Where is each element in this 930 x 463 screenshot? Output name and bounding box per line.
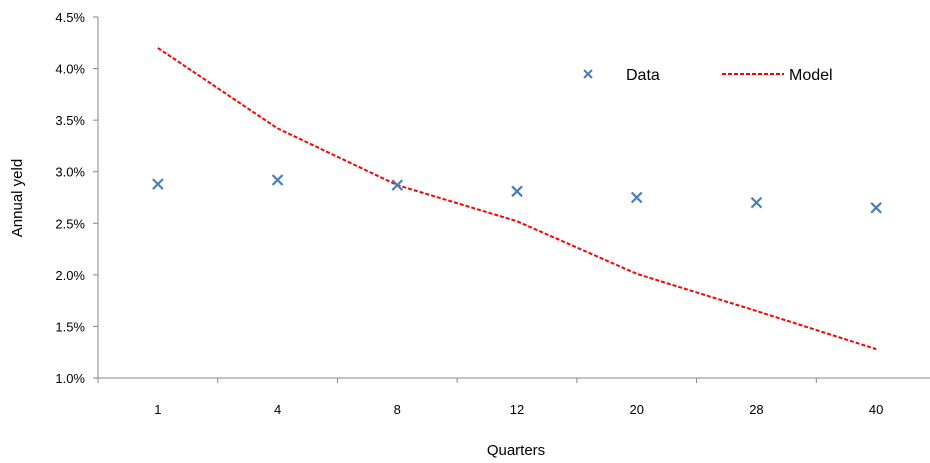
y-tick-label: 2.0%: [55, 268, 85, 283]
data-point: [391, 179, 404, 191]
y-tick-label: 1.5%: [55, 319, 85, 334]
x-axis-ticks: 1 4 8 12 20 28 40: [97, 378, 883, 417]
y-tick-label: 1.0%: [55, 371, 85, 386]
data-point: [271, 174, 284, 186]
y-tick-label: 4.5%: [55, 10, 85, 25]
data-point: [750, 196, 763, 209]
data-point: [630, 191, 643, 204]
x-tick-label: 28: [749, 402, 763, 417]
legend-label-model: Model: [789, 67, 833, 84]
data-point: [870, 202, 882, 214]
x-tick-label: 12: [510, 402, 524, 417]
y-axis-ticks: 1.0% 1.5% 2.0% 2.5% 3.0% 3.5% 4.0% 4.5%: [55, 10, 98, 386]
y-tick-label: 3.0%: [55, 165, 85, 180]
legend-label-data: Data: [626, 67, 660, 84]
x-tick-label: 20: [629, 402, 643, 417]
x-axis-title: Quarters: [487, 442, 545, 459]
series-line-model: [157, 47, 877, 351]
y-tick-label: 3.5%: [55, 113, 85, 128]
data-point: [511, 185, 523, 198]
y-axis-title: Annual yeld: [9, 159, 26, 237]
x-tick-label: 1: [154, 402, 161, 417]
legend: Data Model: [583, 67, 833, 84]
x-tick-label: 8: [394, 402, 401, 417]
y-tick-label: 2.5%: [55, 216, 85, 231]
plot-area: [152, 47, 882, 351]
x-tick-label: 4: [274, 402, 281, 417]
data-point: [152, 178, 164, 190]
x-tick-label: 40: [869, 402, 883, 417]
legend-marker-data: [583, 69, 593, 79]
y-tick-label: 4.0%: [55, 62, 85, 77]
